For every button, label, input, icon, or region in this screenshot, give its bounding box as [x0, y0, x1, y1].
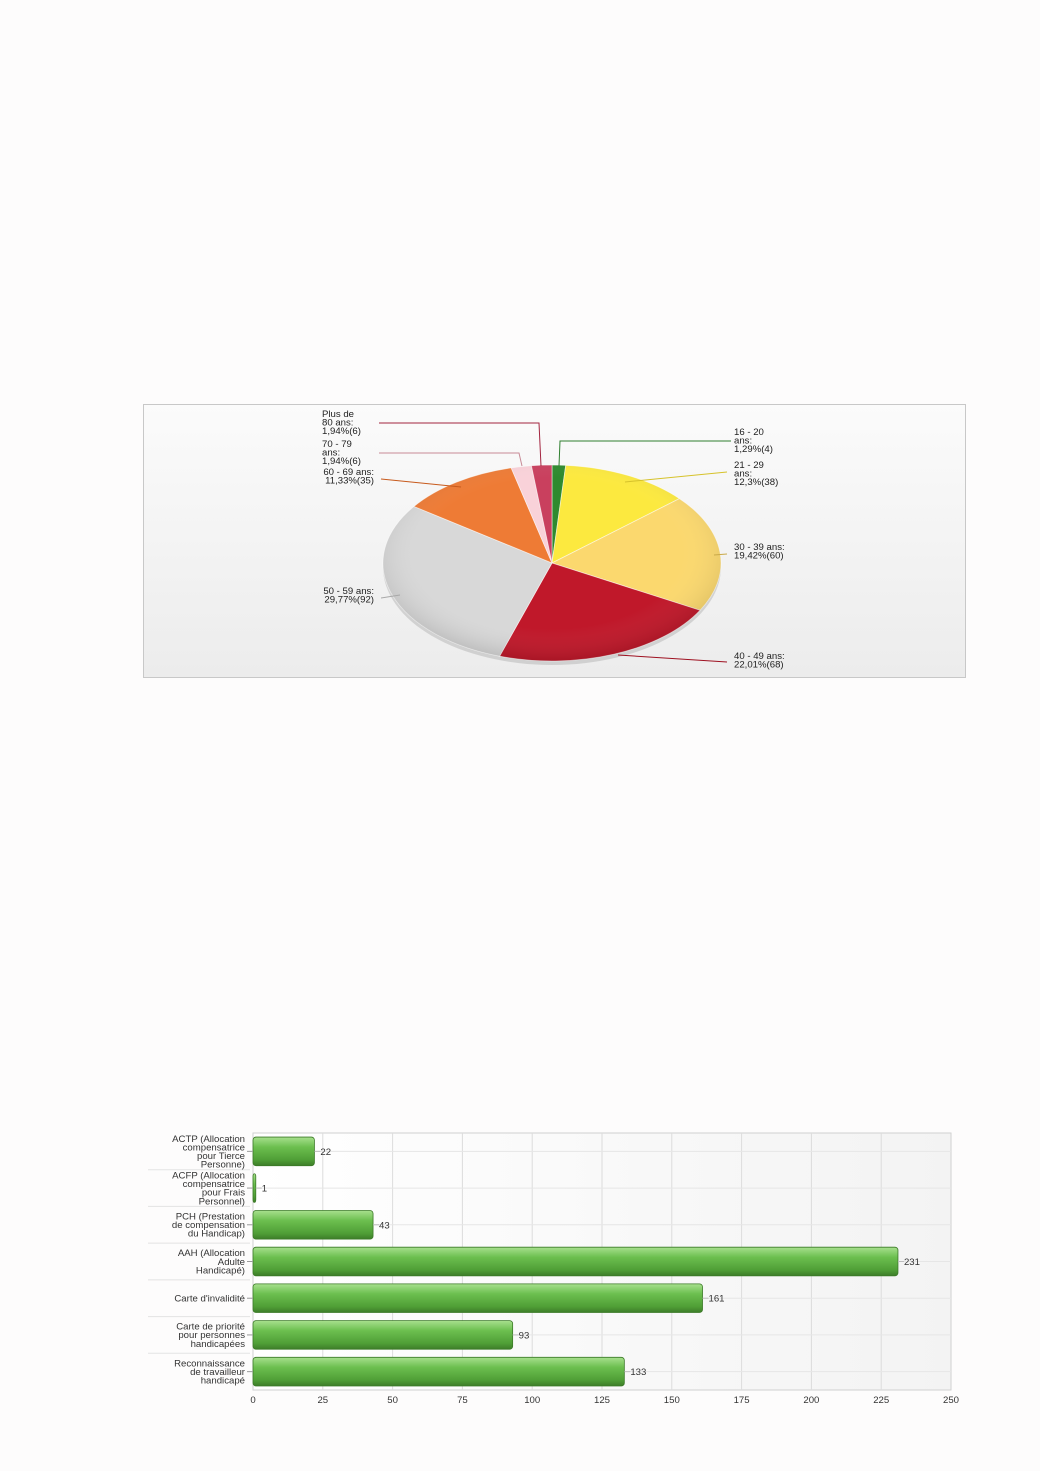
- pie-leader-line-5: [380, 478, 462, 488]
- pie-label-6: 70 - 79 ans: 1,94%(6): [322, 439, 361, 467]
- x-tick-label: 50: [387, 1395, 398, 1406]
- pie-label-7: Plus de 80 ans: 1,94%(6): [322, 409, 361, 437]
- benefits-bar-chart: 0 25 50 75 100 125 150 175 200 225 250 22 ACTP (Allo…: [140, 1128, 970, 1414]
- pie-label-0: 16 - 20 ans: 1,29%(4): [734, 427, 773, 455]
- bar-5: [252, 1320, 514, 1350]
- x-tick-label: 150: [664, 1395, 680, 1406]
- bar-6: [252, 1356, 625, 1387]
- pie-leader-line-4: [380, 594, 401, 599]
- bar-value-label: 231: [904, 1257, 920, 1268]
- bar-value-label: 1: [262, 1184, 267, 1195]
- x-tick-label: 200: [803, 1395, 819, 1406]
- bar-4: [252, 1283, 703, 1313]
- pie-label-5: 60 - 69 ans: 11,33%(35): [323, 467, 374, 487]
- pie-label-3: 40 - 49 ans: 22,01%(68): [734, 651, 785, 671]
- bar-value-label: 22: [320, 1147, 331, 1158]
- pie-leader-line-0: [558, 440, 731, 467]
- pie-label-4: 50 - 59 ans: 29,77%(92): [323, 586, 374, 606]
- bar-value-label: 161: [709, 1294, 725, 1305]
- x-tick-label: 75: [457, 1395, 468, 1406]
- pie-leader-line-7: [379, 422, 542, 467]
- x-tick-label: 250: [943, 1395, 959, 1406]
- bar-chart-svg: 0 25 50 75 100 125 150 175 200 225 250 22 ACTP (Allo…: [148, 1132, 959, 1406]
- category-label: Carte de priorité pour personnes handicapé…: [176, 1322, 245, 1350]
- category-label: ACFP (Allocation compensatrice pour Frais P…: [172, 1170, 245, 1207]
- pie-leader-line-1: [624, 471, 728, 483]
- bar-1: [252, 1173, 257, 1203]
- category-label: ACTP (Allocation compensatrice pour Tierce…: [172, 1134, 245, 1171]
- x-tick-label: 25: [317, 1395, 328, 1406]
- x-tick-label: 0: [250, 1395, 255, 1406]
- category-label: Reconnaissance de travailleur handicapé: [174, 1358, 246, 1386]
- category-label: AAH (Allocation Adulte Handicapé): [178, 1248, 245, 1276]
- pie-leader-line-2: [713, 553, 728, 556]
- x-tick-label: 125: [594, 1395, 610, 1406]
- bar-0: [252, 1136, 315, 1167]
- bar-2: [252, 1210, 374, 1240]
- pie-label-1: 21 - 29 ans: 12,3%(38): [734, 460, 778, 488]
- x-tick-label: 225: [873, 1395, 889, 1406]
- x-tick-label: 100: [524, 1395, 540, 1406]
- pie-leader-line-6: [379, 452, 523, 467]
- x-tick-label: 175: [734, 1395, 750, 1406]
- category-label: Carte d'invalidité: [174, 1294, 245, 1305]
- pie-label-2: 30 - 39 ans: 19,42%(60): [734, 542, 785, 562]
- pie-leader-line-3: [617, 654, 728, 663]
- pie-chart-svg: 16 - 20 ans: 1,29%(4) 21 - 29 ans: 12,3%(38) 3…: [143, 404, 966, 678]
- category-label: PCH (Prestation de compensation du Handica…: [172, 1211, 245, 1239]
- bar-value-label: 93: [519, 1330, 530, 1341]
- bar-3: [252, 1246, 899, 1277]
- bar-value-label: 43: [379, 1220, 390, 1231]
- age-pie-chart: 16 - 20 ans: 1,29%(4) 21 - 29 ans: 12,3%(38) 3…: [143, 404, 966, 678]
- bar-value-label: 133: [630, 1367, 646, 1378]
